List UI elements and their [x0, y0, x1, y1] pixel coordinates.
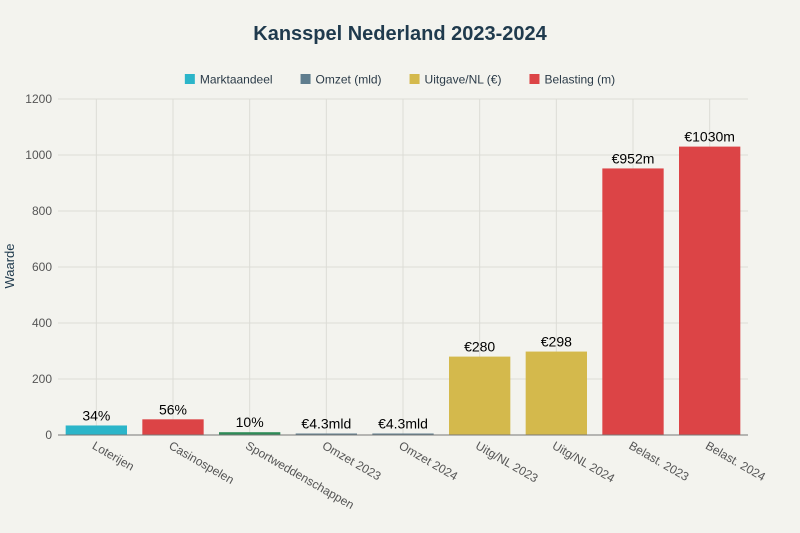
bar-sportweddenschappen	[219, 432, 281, 435]
legend-label: Belasting (m)	[544, 73, 615, 87]
bar-uitg-nl-2023	[449, 356, 511, 435]
y-tick-label: 1200	[25, 92, 52, 106]
data-label: 10%	[236, 414, 264, 430]
chart-title: Kansspel Nederland 2023-2024	[253, 23, 547, 45]
x-tick-label: Omzet 2024	[397, 438, 461, 483]
bar-omzet-2023	[295, 433, 357, 435]
data-label: €280	[464, 339, 495, 355]
y-tick-label: 200	[32, 372, 52, 386]
legend-swatch	[409, 74, 420, 84]
bar-loterijen	[65, 425, 127, 435]
legend-swatch	[184, 74, 195, 84]
x-tick-label: Belast. 2023	[627, 438, 692, 484]
x-axis-ticks: Loterijen Casinospelen Sportweddenschappen…	[90, 438, 768, 512]
bar-uitg-nl-2024	[525, 351, 587, 435]
y-tick-label: 1000	[25, 148, 52, 162]
data-label: 56%	[159, 401, 187, 417]
y-tick-label: 400	[32, 316, 52, 330]
legend-swatch	[529, 74, 540, 84]
x-tick-label: Omzet 2023	[320, 438, 384, 483]
data-labels: 34% 56% 10% €4.3mld €4.3mld €280 €298 €952m €103…	[82, 129, 735, 432]
data-label: €1030m	[684, 129, 735, 145]
data-label: 34%	[82, 407, 110, 423]
y-tick-label: 800	[32, 204, 52, 218]
x-tick-label: Casinospelen	[167, 438, 237, 486]
data-label: €4.3mld	[378, 416, 428, 432]
legend-item[interactable]: Omzet (mld)	[300, 73, 382, 87]
y-tick-label: 0	[45, 428, 52, 442]
legend-label: Marktaandeel	[200, 73, 273, 87]
bar-belast-2023	[602, 168, 664, 435]
legend: Marktaandeel Omzet (mld) Uitgave/NL (€) Bel…	[184, 73, 615, 87]
data-label: €298	[541, 334, 572, 350]
y-axis-label: Waarde	[2, 243, 17, 288]
legend-swatch	[300, 74, 311, 84]
bars	[65, 146, 741, 435]
x-tick-label: Loterijen	[90, 438, 137, 473]
bar-belast-2024	[679, 146, 741, 435]
legend-label: Uitgave/NL (€)	[425, 73, 502, 87]
y-tick-label: 600	[32, 260, 52, 274]
legend-item[interactable]: Marktaandeel	[184, 73, 273, 87]
legend-item[interactable]: Uitgave/NL (€)	[409, 73, 502, 87]
legend-label: Omzet (mld)	[316, 73, 382, 87]
bar-casinospelen	[142, 419, 204, 435]
y-axis-ticks: 0 200 400 600 800 1000 1200	[25, 92, 52, 442]
bar-omzet-2024	[372, 433, 434, 435]
x-tick-label: Uitg/NL 2024	[550, 438, 618, 485]
x-tick-label: Uitg/NL 2023	[473, 438, 541, 485]
data-label: €952m	[612, 150, 655, 166]
legend-item[interactable]: Belasting (m)	[529, 73, 615, 87]
data-label: €4.3mld	[301, 416, 351, 432]
x-tick-label: Belast. 2024	[703, 438, 768, 484]
